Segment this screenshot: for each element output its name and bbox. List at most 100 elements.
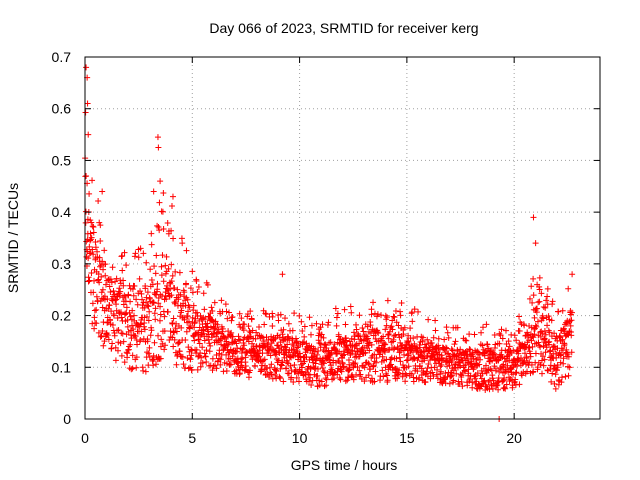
data-point xyxy=(373,355,380,362)
data-point xyxy=(376,351,383,358)
data-point xyxy=(190,302,197,309)
data-point xyxy=(359,324,366,331)
data-point xyxy=(204,281,211,288)
data-point xyxy=(349,373,356,380)
data-point xyxy=(547,362,554,369)
data-point xyxy=(535,299,542,306)
data-point xyxy=(160,189,167,196)
data-point xyxy=(193,346,200,353)
y-tick-label: 0.4 xyxy=(52,204,72,220)
data-point xyxy=(258,367,265,374)
data-point xyxy=(432,317,439,324)
data-point xyxy=(314,351,321,358)
data-point xyxy=(130,326,137,333)
data-point xyxy=(424,365,431,372)
data-point xyxy=(511,332,518,339)
data-point xyxy=(88,219,95,226)
data-point xyxy=(111,312,118,319)
data-point xyxy=(102,281,109,288)
data-point xyxy=(352,321,359,328)
data-point xyxy=(262,310,269,317)
data-point xyxy=(313,320,320,327)
data-point xyxy=(213,365,220,372)
data-point xyxy=(127,298,134,305)
data-point xyxy=(154,286,161,293)
data-point xyxy=(542,331,549,338)
data-point xyxy=(315,337,322,344)
data-point xyxy=(338,368,345,375)
data-point xyxy=(416,374,423,381)
data-point xyxy=(148,241,155,248)
data-point xyxy=(474,348,481,355)
data-point xyxy=(478,383,485,390)
data-point xyxy=(321,360,328,367)
data-point xyxy=(368,311,375,318)
data-point xyxy=(379,353,386,360)
data-point xyxy=(384,377,391,384)
data-point xyxy=(123,304,130,311)
data-point xyxy=(333,322,340,329)
data-point xyxy=(173,328,180,335)
data-point xyxy=(233,367,240,374)
data-point xyxy=(112,357,119,364)
data-point xyxy=(202,353,209,360)
data-point xyxy=(443,324,450,331)
data-point xyxy=(209,355,216,362)
data-point xyxy=(265,336,272,343)
data-point xyxy=(529,343,536,350)
data-point xyxy=(462,337,469,344)
data-point xyxy=(430,373,437,380)
data-point xyxy=(293,374,300,381)
data-point xyxy=(323,376,330,383)
data-point xyxy=(246,328,253,335)
data-point xyxy=(276,373,283,380)
data-point xyxy=(107,289,114,296)
data-point xyxy=(484,341,491,348)
y-tick-label: 0 xyxy=(63,411,71,427)
data-point xyxy=(451,341,458,348)
y-tick-label: 0.5 xyxy=(52,152,72,168)
data-point xyxy=(352,360,359,367)
data-point xyxy=(128,366,135,373)
data-point xyxy=(184,355,191,362)
data-point xyxy=(397,308,404,315)
data-point xyxy=(276,349,283,356)
data-point xyxy=(129,352,136,359)
data-point xyxy=(543,297,550,304)
data-point xyxy=(245,338,252,345)
data-point xyxy=(171,336,178,343)
data-point xyxy=(232,348,239,355)
data-point xyxy=(301,323,308,330)
data-point xyxy=(164,308,171,315)
data-point xyxy=(538,357,545,364)
data-point xyxy=(211,299,218,306)
data-point xyxy=(565,372,572,379)
data-point xyxy=(135,254,142,261)
data-point xyxy=(554,364,561,371)
data-point xyxy=(148,277,155,284)
data-point xyxy=(95,276,102,283)
data-point xyxy=(478,329,485,336)
data-point xyxy=(552,371,559,378)
x-tick-label: 5 xyxy=(188,430,196,446)
data-point xyxy=(513,337,520,344)
data-point xyxy=(536,274,543,281)
data-point xyxy=(553,367,560,374)
data-point xyxy=(89,300,96,307)
data-point xyxy=(319,321,326,328)
data-point xyxy=(544,322,551,329)
data-point xyxy=(158,263,165,270)
data-point xyxy=(368,375,375,382)
data-point xyxy=(285,334,292,341)
data-point xyxy=(389,326,396,333)
data-point xyxy=(524,329,531,336)
data-point xyxy=(100,266,107,273)
data-point xyxy=(411,306,418,313)
data-point xyxy=(90,251,97,258)
data-point xyxy=(185,318,192,325)
data-point xyxy=(107,276,114,283)
data-point xyxy=(119,252,126,259)
data-point xyxy=(435,345,442,352)
data-point xyxy=(274,342,281,349)
data-point xyxy=(174,286,181,293)
